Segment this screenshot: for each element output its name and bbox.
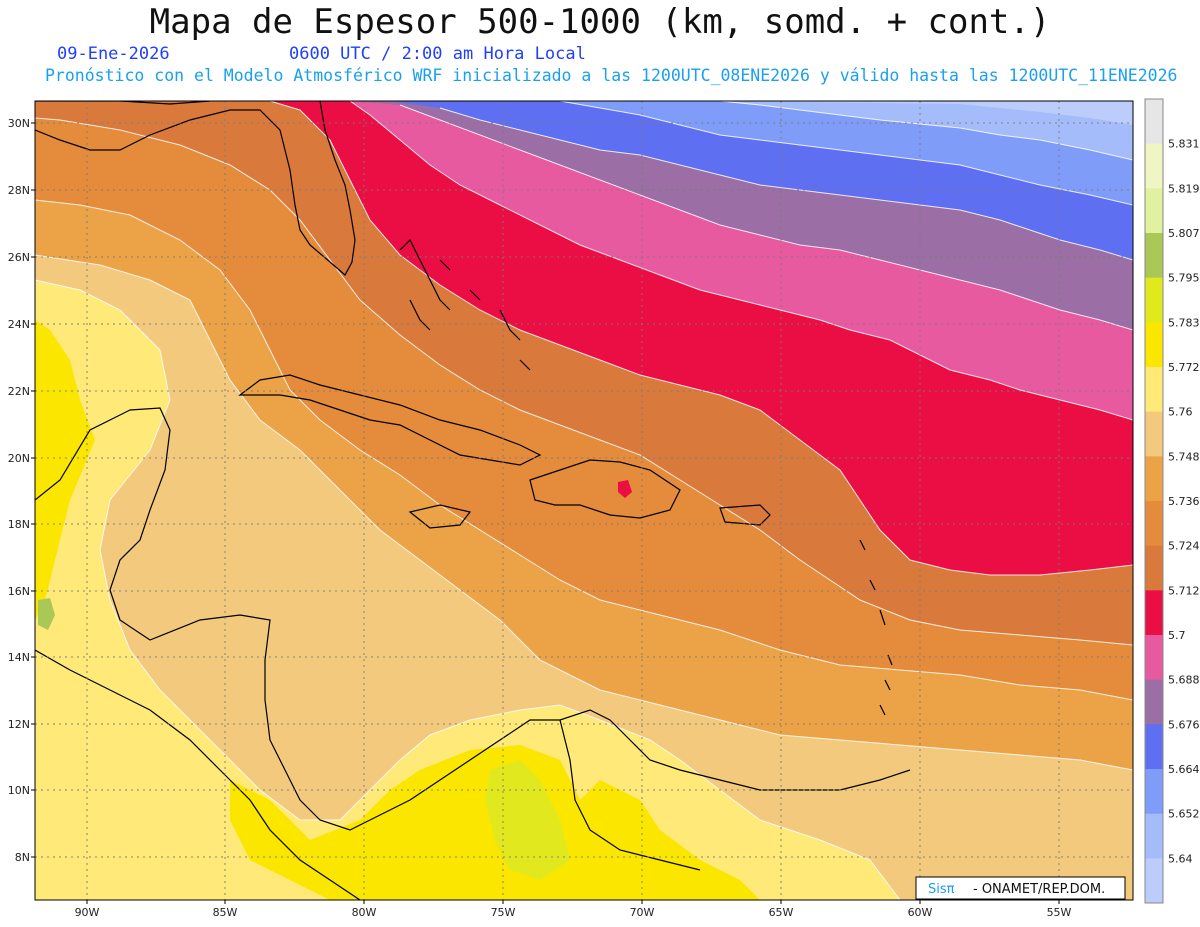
band-5700-spot [618,480,632,498]
lat-label-16n: 16N [8,585,30,598]
coastlines [35,101,911,900]
lat-label-14n: 14N [8,651,30,664]
lon-label-80w: 80W [352,906,377,919]
lat-label-24n: 24N [8,318,30,331]
colorbar-label: 5.676 [1168,718,1200,731]
colorbar-swatch [1145,456,1163,502]
band-5783-south [485,760,570,880]
gulf-coast-north [35,101,211,105]
lat-label-26n: 26N [8,251,30,264]
colorbar-swatch [1145,813,1163,859]
lat-label-10n: 10N [8,784,30,797]
map-frame [34,100,1134,901]
colorbar-label: 5.783 [1168,316,1200,329]
map-plot-area [35,101,1133,900]
lat-label-28n: 28N [8,184,30,197]
gridlines [35,101,1133,900]
south-america-inland [559,719,701,871]
band-5640 [520,101,1133,160]
contour-lines [35,101,1133,900]
colorbar-swatch [1145,858,1163,904]
band-below-5640 [720,101,1133,125]
colorbar-swatch [1145,411,1163,457]
colorbar-swatch [1145,679,1163,725]
lon-labels: 90W 85W 80W 75W 70W 65W 60W 55W [75,906,1072,919]
colorbar-label: 5.664 [1168,763,1200,776]
lon-label-85w: 85W [213,906,238,919]
colorbar-label: 5.772 [1168,361,1200,374]
colorbar-label: 5.748 [1168,450,1200,463]
bahamas [399,238,531,371]
credit-text: - ONAMET/REP.DOM. [973,882,1105,897]
colorbar-swatch [1145,769,1163,815]
hispaniola-coast [529,459,681,519]
pacific-coast [35,649,361,900]
colorbar-swatch [1145,501,1163,547]
band-5795-spot [38,598,55,630]
colorbar-label: 5.795 [1168,272,1200,285]
lat-label-8n: 8N [15,851,30,864]
lat-label-20n: 20N [8,452,30,465]
model-info: Pronóstico con el Modelo Atmosférico WRF… [45,66,1178,85]
colorbar-frame [1144,98,1164,904]
lesser-antilles [859,539,893,716]
forecast-time: 0600 UTC / 2:00 am Hora Local [289,44,586,64]
forecast-date: 09-Ene-2026 [57,44,170,64]
colorbar-swatch [1145,590,1163,636]
colorbar-swatch [1145,635,1163,681]
lat-label-12n: 12N [8,718,30,731]
colorbar-label: 5.76 [1168,406,1193,419]
colorbar-swatch [1145,367,1163,413]
lat-label-30n: 30N [8,117,30,130]
credit-box: Sisπ - ONAMET/REP.DOM. [915,876,1126,900]
colorbar-label: 5.724 [1168,540,1200,553]
colorbar-label: 5.688 [1168,674,1200,687]
map-title: Mapa de Espesor 500-1000 (km, somd. + co… [149,2,1051,42]
colorbar-swatch [1145,277,1163,323]
lon-label-60w: 60W [908,906,933,919]
colorbar-label: 5.712 [1168,584,1200,597]
lon-ticks [86,900,1060,904]
lat-labels: 30N 28N 26N 24N 22N 20N 18N 16N 14N 12N … [8,117,30,864]
band-5772-west [35,320,95,620]
colorbar-label: 5.831 [1168,138,1200,151]
jamaica-coast [408,504,472,529]
credit-logo: Sisπ [928,882,955,897]
colorbar-swatch [1145,99,1163,145]
colorbar: 5.831 5.819 5.807 5.795 5.783 5.772 5.76 5.748 5… [1144,98,1200,904]
colorbar-swatch [1145,724,1163,770]
lon-label-75w: 75W [491,906,516,919]
colorbar-label: 5.7 [1168,629,1186,642]
colorbar-label: 5.807 [1168,227,1200,240]
lat-label-18n: 18N [8,518,30,531]
colorbar-swatch [1145,545,1163,591]
lon-label-65w: 65W [769,906,794,919]
cuba-coast [238,374,542,466]
colorbar-label: 5.736 [1168,495,1200,508]
lat-ticks [31,122,35,858]
colorbar-swatch [1145,143,1163,189]
colorbar-label: 5.819 [1168,182,1200,195]
lat-label-22n: 22N [8,385,30,398]
central-america-coast [35,407,911,831]
colorbar-label: 5.64 [1168,852,1193,865]
colorbar-swatch [1145,322,1163,368]
lon-label-55w: 55W [1047,906,1072,919]
lon-label-90w: 90W [75,906,100,919]
florida-coast [35,101,356,276]
colorbar-swatch [1145,233,1163,279]
lon-label-70w: 70W [630,906,655,919]
puerto-rico-coast [719,504,771,526]
colorbar-swatch [1145,188,1163,234]
colorbar-label: 5.652 [1168,808,1200,821]
